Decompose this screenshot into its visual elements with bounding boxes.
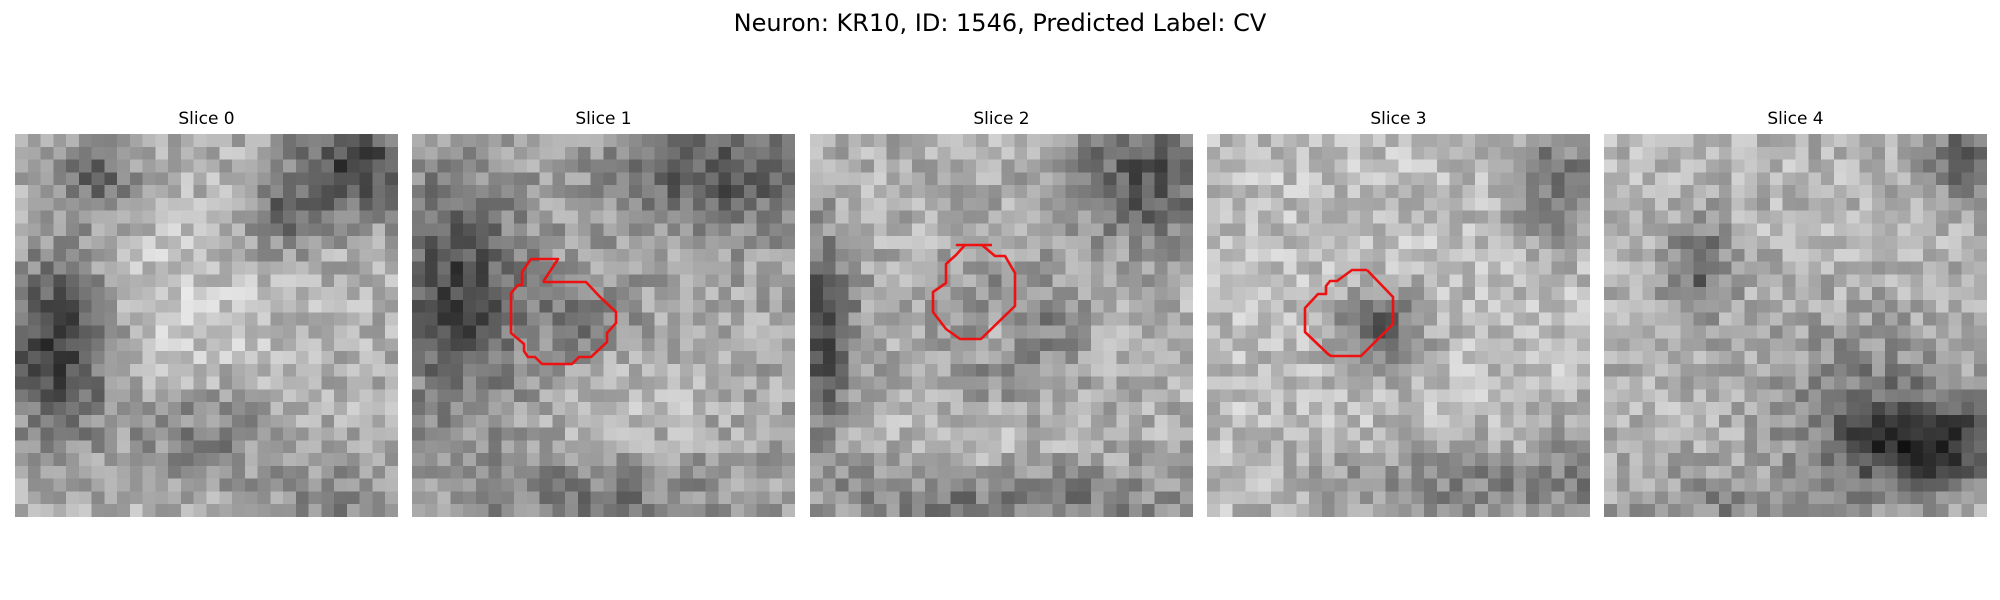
- slice-panel-2: Slice 2: [810, 108, 1193, 517]
- microscopy-image: [15, 134, 398, 517]
- roi-overlay: [412, 134, 795, 517]
- slice-panel-0: Slice 0: [15, 108, 398, 517]
- slice-image: [810, 134, 1193, 517]
- slice-panel-1: Slice 1: [412, 108, 795, 517]
- slice-title: Slice 3: [1207, 108, 1590, 134]
- roi-outline: [1305, 270, 1393, 356]
- slice-image: [1604, 134, 1987, 517]
- roi-outline: [933, 245, 1015, 339]
- slice-panel-4: Slice 4: [1604, 108, 1987, 517]
- slice-panel-3: Slice 3: [1207, 108, 1590, 517]
- roi-overlay: [1207, 134, 1590, 517]
- slice-title: Slice 1: [412, 108, 795, 134]
- slice-title: Slice 2: [810, 108, 1193, 134]
- slice-image: [15, 134, 398, 517]
- slice-title: Slice 0: [15, 108, 398, 134]
- figure-title: Neuron: KR10, ID: 1546, Predicted Label:…: [0, 6, 2000, 40]
- roi-overlay: [810, 134, 1193, 517]
- microscopy-image: [1604, 134, 1987, 517]
- slice-image: [1207, 134, 1590, 517]
- roi-outline: [511, 259, 616, 364]
- slice-image: [412, 134, 795, 517]
- slice-title: Slice 4: [1604, 108, 1987, 134]
